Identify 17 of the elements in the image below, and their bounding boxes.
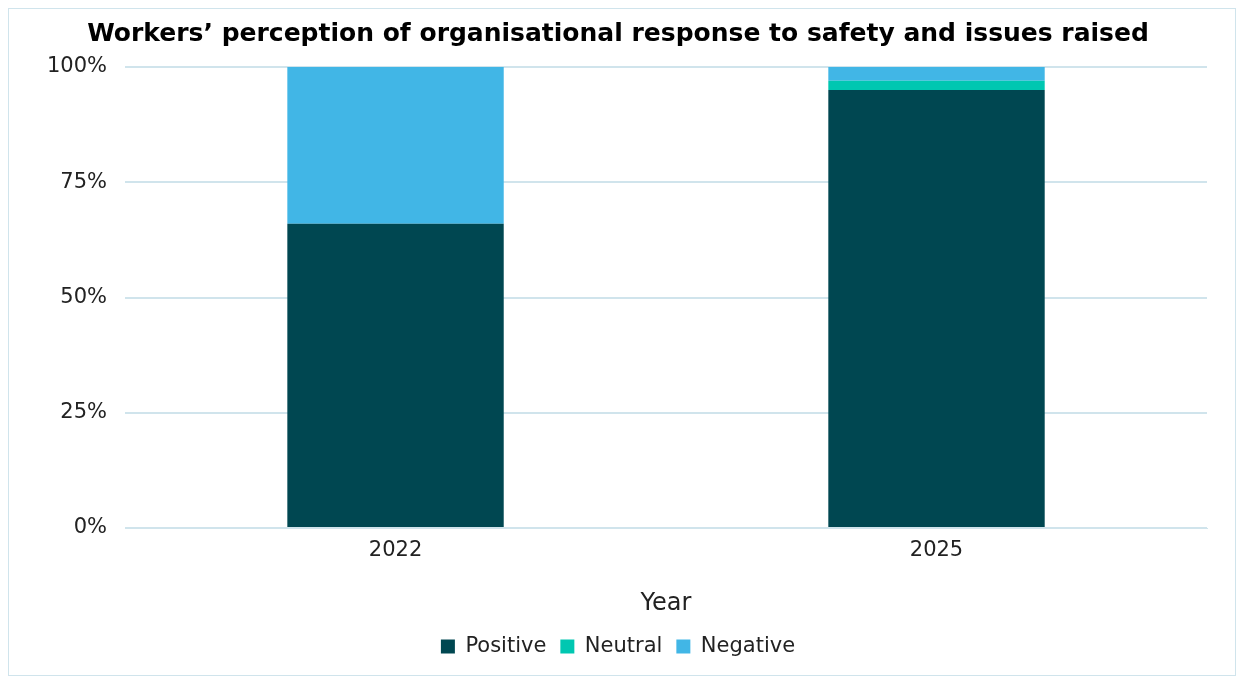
- x-tick-label: 2022: [368, 537, 423, 562]
- bar: [287, 223, 504, 527]
- legend-label: Positive: [465, 632, 547, 657]
- y-tick-label: 75%: [60, 168, 108, 193]
- legend-label: Negative: [700, 632, 796, 657]
- y-tick-label: 100%: [46, 53, 108, 78]
- y-tick-label: 50%: [60, 283, 108, 308]
- bar: [828, 67, 1045, 81]
- bar: [828, 90, 1045, 527]
- y-tick-label: 0%: [73, 514, 108, 539]
- bar: [828, 80, 1045, 91]
- legend-label: Neutral: [584, 632, 663, 657]
- x-tick-label: 2025: [909, 537, 964, 562]
- bar: [287, 67, 504, 224]
- chart-title: Workers’ perception of organisational response to safety and issues raised: [87, 17, 1149, 47]
- x-axis-title: Year: [639, 587, 692, 616]
- y-tick-label: 25%: [60, 399, 108, 424]
